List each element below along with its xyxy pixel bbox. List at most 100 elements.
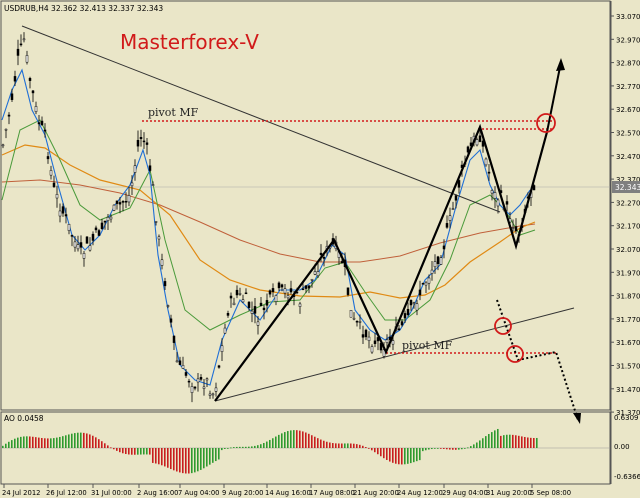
candle-body bbox=[238, 293, 242, 295]
candle-body bbox=[232, 302, 236, 306]
ao-bar bbox=[251, 446, 253, 448]
candle-body bbox=[214, 387, 218, 392]
ao-bar bbox=[476, 442, 478, 448]
ao-bar bbox=[83, 432, 85, 448]
ao-bar bbox=[401, 448, 403, 465]
candle-body bbox=[406, 308, 410, 316]
ao-bar bbox=[32, 436, 34, 448]
ao-bar bbox=[536, 437, 538, 448]
ao-bar bbox=[455, 448, 457, 450]
candle-body bbox=[346, 287, 350, 295]
candle-body bbox=[358, 321, 362, 323]
candle-body bbox=[493, 192, 497, 199]
time-tick-label: 14 Aug 16:00 bbox=[265, 489, 311, 497]
ao-bar bbox=[278, 434, 280, 448]
candle-body bbox=[466, 146, 470, 153]
price-tick-label: 32.470 bbox=[616, 153, 640, 161]
ao-bar bbox=[449, 448, 451, 450]
candle-body bbox=[40, 120, 44, 126]
ao-bar bbox=[356, 444, 358, 448]
current-price-box bbox=[612, 181, 640, 193]
ao-bar bbox=[119, 448, 121, 453]
candle-body bbox=[487, 171, 491, 174]
candle-body bbox=[46, 156, 50, 160]
candle-body bbox=[319, 252, 323, 255]
ao-bar bbox=[197, 448, 199, 472]
ao-bar bbox=[497, 428, 499, 448]
ao-bar bbox=[221, 448, 223, 451]
candle-body bbox=[196, 378, 200, 383]
candle-body bbox=[280, 284, 284, 288]
ao-bar bbox=[317, 438, 319, 448]
candle-body bbox=[28, 78, 32, 81]
candle-body bbox=[175, 360, 179, 363]
ao-bar bbox=[281, 433, 283, 448]
ao-bar bbox=[23, 436, 25, 448]
ao-bar bbox=[407, 448, 409, 464]
candle-body bbox=[4, 128, 8, 131]
price-tick-label: 32.870 bbox=[616, 60, 640, 68]
ao-bar bbox=[137, 448, 139, 455]
ao-bar bbox=[263, 442, 265, 448]
candle-body bbox=[16, 48, 20, 56]
candle-body bbox=[352, 317, 356, 320]
candle-body bbox=[22, 38, 26, 41]
ao-bar bbox=[461, 448, 463, 450]
candle-body bbox=[253, 306, 257, 314]
candle-body bbox=[55, 194, 59, 199]
time-tick-label: 17 Aug 08:00 bbox=[309, 489, 355, 497]
ao-bar bbox=[341, 443, 343, 448]
ao-bar bbox=[71, 433, 73, 448]
candle-body bbox=[76, 244, 80, 250]
ao-bar bbox=[482, 438, 484, 448]
price-tick-label: 32.170 bbox=[616, 223, 640, 231]
time-tick-label: 21 Aug 20:00 bbox=[353, 489, 399, 497]
ao-bar bbox=[392, 448, 394, 463]
candle-body bbox=[79, 242, 83, 248]
candle-body bbox=[310, 278, 314, 281]
ao-bar bbox=[380, 448, 382, 457]
ao-bar bbox=[158, 448, 160, 465]
candle-body bbox=[124, 201, 128, 203]
candle-body bbox=[418, 289, 422, 296]
candle-body bbox=[268, 290, 272, 295]
candle-body bbox=[223, 327, 227, 334]
ao-bar bbox=[389, 448, 391, 462]
ao-bar bbox=[41, 437, 43, 448]
candle-body bbox=[91, 233, 95, 241]
candle-body bbox=[151, 184, 155, 186]
candle-body bbox=[427, 277, 431, 284]
ao-bar bbox=[458, 448, 460, 450]
candle-body bbox=[217, 365, 221, 368]
candle-body bbox=[85, 236, 89, 244]
candle-body bbox=[301, 288, 305, 291]
ao-bar bbox=[347, 443, 349, 448]
ao-bar bbox=[473, 444, 475, 448]
ao-bar bbox=[515, 435, 517, 448]
ao-bar bbox=[56, 437, 58, 448]
ao-bar bbox=[371, 448, 373, 451]
time-tick-label: 9 Aug 20:00 bbox=[222, 489, 264, 497]
candle-body bbox=[412, 302, 416, 304]
ao-bar bbox=[29, 436, 31, 448]
candle-body bbox=[364, 329, 368, 338]
candle-body bbox=[94, 227, 98, 231]
symbol-header: USDRUB,H4 32.362 32.413 32.337 32.343 bbox=[4, 4, 163, 13]
candle-body bbox=[82, 252, 86, 259]
ao-bar bbox=[386, 448, 388, 460]
ao-bar bbox=[161, 448, 163, 466]
ao-bar bbox=[152, 448, 154, 463]
ao-bar bbox=[2, 445, 4, 448]
ao-bar bbox=[20, 436, 22, 448]
ao-bar bbox=[311, 435, 313, 448]
candle-body bbox=[340, 261, 344, 264]
ao-bar bbox=[65, 435, 67, 448]
candle-body bbox=[25, 55, 29, 63]
ao-bar bbox=[266, 441, 268, 448]
candle-body bbox=[259, 302, 263, 307]
candle-body bbox=[157, 236, 161, 240]
candle-body bbox=[505, 201, 509, 205]
target-circle-top bbox=[536, 113, 556, 133]
ao-bar bbox=[59, 436, 61, 448]
